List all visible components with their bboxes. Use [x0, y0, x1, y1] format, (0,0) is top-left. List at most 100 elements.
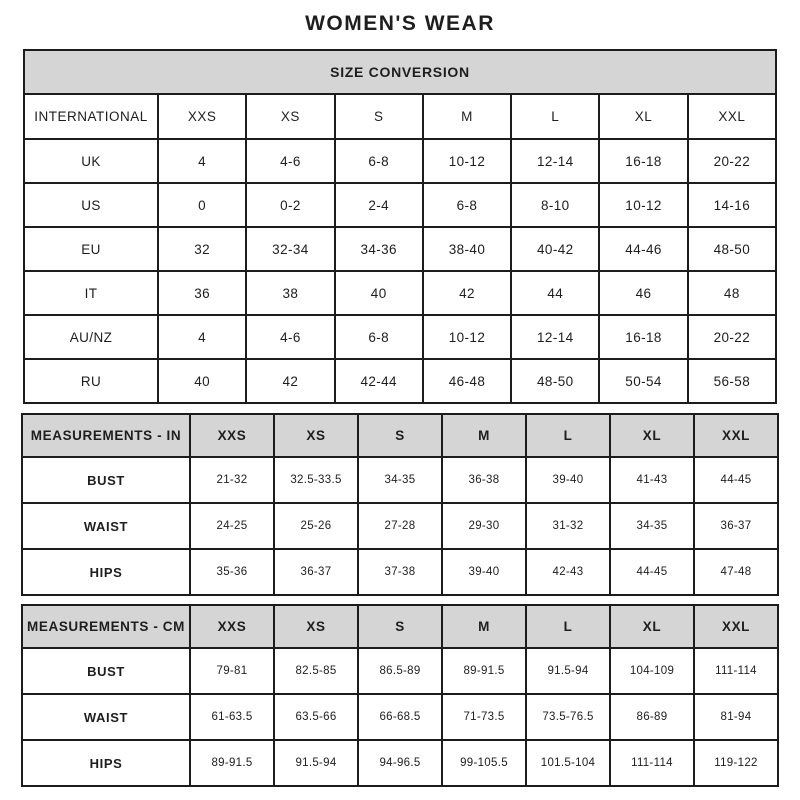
column-header-size: XS — [273, 413, 359, 458]
row-label: WAIST — [21, 693, 191, 741]
size-value: 46 — [598, 270, 689, 316]
column-header-size: M — [441, 604, 527, 649]
size-value: 4-6 — [245, 314, 336, 360]
column-header-size: XS — [245, 93, 336, 140]
row-label: HIPS — [21, 548, 191, 596]
measurement-value: 111-114 — [609, 739, 695, 787]
size-value: 50-54 — [598, 358, 689, 404]
measurement-value: 47-48 — [693, 548, 779, 596]
measurement-value: 86.5-89 — [357, 647, 443, 695]
table-row: HIPS 35-36 36-37 37-38 39-40 42-43 44-45… — [21, 548, 779, 596]
measurement-value: 36-37 — [693, 502, 779, 550]
measurement-value: 42-43 — [525, 548, 611, 596]
size-value: 46-48 — [421, 358, 513, 404]
measurement-value: 24-25 — [189, 502, 275, 550]
measurement-value: 73.5-76.5 — [525, 693, 611, 741]
size-value: 40-42 — [510, 226, 601, 272]
table-row: WAIST 24-25 25-26 27-28 29-30 31-32 34-3… — [21, 502, 779, 550]
size-value: 32 — [156, 226, 248, 272]
column-header-size: M — [441, 413, 527, 458]
column-header-size: M — [421, 93, 513, 140]
table-header-row: INTERNATIONAL XXS XS S M L XL XXL — [23, 93, 778, 140]
size-value: 4-6 — [245, 138, 336, 184]
measurement-value: 34-35 — [609, 502, 695, 550]
table-row: BUST 79-81 82.5-85 86.5-89 89-91.5 91.5-… — [21, 647, 779, 695]
column-header-size: XXL — [693, 604, 779, 649]
table-row: EU 32 32-34 34-36 38-40 40-42 44-46 48-5… — [23, 226, 778, 272]
measurement-value: 27-28 — [357, 502, 443, 550]
measurement-value: 82.5-85 — [273, 647, 359, 695]
table-row: BUST 21-32 32.5-33.5 34-35 36-38 39-40 4… — [21, 456, 779, 504]
size-value: 34-36 — [333, 226, 424, 272]
size-value: 40 — [156, 358, 248, 404]
measurements-cm-table: MEASUREMENTS - CM XXS XS S M L XL XXL BU… — [21, 604, 779, 787]
measurement-value: 35-36 — [189, 548, 275, 596]
column-header-size: XXS — [189, 604, 275, 649]
size-value: 10-12 — [421, 138, 513, 184]
row-label: BUST — [21, 647, 191, 695]
size-value: 16-18 — [598, 314, 689, 360]
measurement-value: 44-45 — [693, 456, 779, 504]
column-header-international: INTERNATIONAL — [23, 93, 159, 140]
column-header-size: L — [510, 93, 601, 140]
size-value: 6-8 — [421, 182, 513, 228]
table-header-row: MEASUREMENTS - IN XXS XS S M L XL XXL — [21, 413, 779, 458]
measurement-value: 32.5-33.5 — [273, 456, 359, 504]
column-header-size: S — [357, 604, 443, 649]
measurement-value: 86-89 — [609, 693, 695, 741]
measurement-value: 39-40 — [525, 456, 611, 504]
size-value: 16-18 — [598, 138, 689, 184]
column-header-size: XL — [598, 93, 689, 140]
measurement-value: 99-105.5 — [441, 739, 527, 787]
measurement-value: 91.5-94 — [525, 647, 611, 695]
size-value: 4 — [156, 138, 248, 184]
table-row: US 0 0-2 2-4 6-8 8-10 10-12 14-16 — [23, 182, 778, 228]
size-value: 56-58 — [686, 358, 778, 404]
row-label: HIPS — [21, 739, 191, 787]
size-value: 6-8 — [333, 138, 424, 184]
size-value: 44-46 — [598, 226, 689, 272]
measurement-value: 94-96.5 — [357, 739, 443, 787]
measurement-value: 79-81 — [189, 647, 275, 695]
column-header-size: XXL — [686, 93, 778, 140]
measurement-value: 66-68.5 — [357, 693, 443, 741]
measurements-in-banner: MEASUREMENTS - IN — [21, 413, 191, 458]
size-value: 20-22 — [686, 138, 778, 184]
measurement-value: 21-32 — [189, 456, 275, 504]
size-value: 20-22 — [686, 314, 778, 360]
measurement-value: 71-73.5 — [441, 693, 527, 741]
table-row: RU 40 42 42-44 46-48 48-50 50-54 56-58 — [23, 358, 778, 404]
size-value: 12-14 — [510, 138, 601, 184]
measurement-value: 81-94 — [693, 693, 779, 741]
measurement-value: 31-32 — [525, 502, 611, 550]
size-value: 6-8 — [333, 314, 424, 360]
measurement-value: 36-37 — [273, 548, 359, 596]
measurement-value: 63.5-66 — [273, 693, 359, 741]
column-header-size: S — [357, 413, 443, 458]
size-value: 32-34 — [245, 226, 336, 272]
row-label: IT — [23, 270, 159, 316]
measurement-value: 25-26 — [273, 502, 359, 550]
size-conversion-banner: SIZE CONVERSION — [23, 49, 777, 95]
column-header-size: S — [333, 93, 424, 140]
table-row: IT 36 38 40 42 44 46 48 — [23, 270, 778, 316]
measurements-in-table: MEASUREMENTS - IN XXS XS S M L XL XXL BU… — [21, 413, 779, 596]
size-value: 10-12 — [598, 182, 689, 228]
column-header-size: XXS — [189, 413, 275, 458]
size-value: 42 — [245, 358, 336, 404]
measurement-value: 39-40 — [441, 548, 527, 596]
measurement-value: 41-43 — [609, 456, 695, 504]
size-value: 48-50 — [686, 226, 778, 272]
measurement-value: 44-45 — [609, 548, 695, 596]
table-row: WAIST 61-63.5 63.5-66 66-68.5 71-73.5 73… — [21, 693, 779, 741]
measurement-value: 89-91.5 — [189, 739, 275, 787]
measurement-value: 111-114 — [693, 647, 779, 695]
row-label: UK — [23, 138, 159, 184]
measurement-value: 61-63.5 — [189, 693, 275, 741]
column-header-size: L — [525, 413, 611, 458]
size-value: 42-44 — [333, 358, 424, 404]
column-header-size: XXL — [693, 413, 779, 458]
measurement-value: 29-30 — [441, 502, 527, 550]
measurement-value: 36-38 — [441, 456, 527, 504]
measurement-value: 104-109 — [609, 647, 695, 695]
